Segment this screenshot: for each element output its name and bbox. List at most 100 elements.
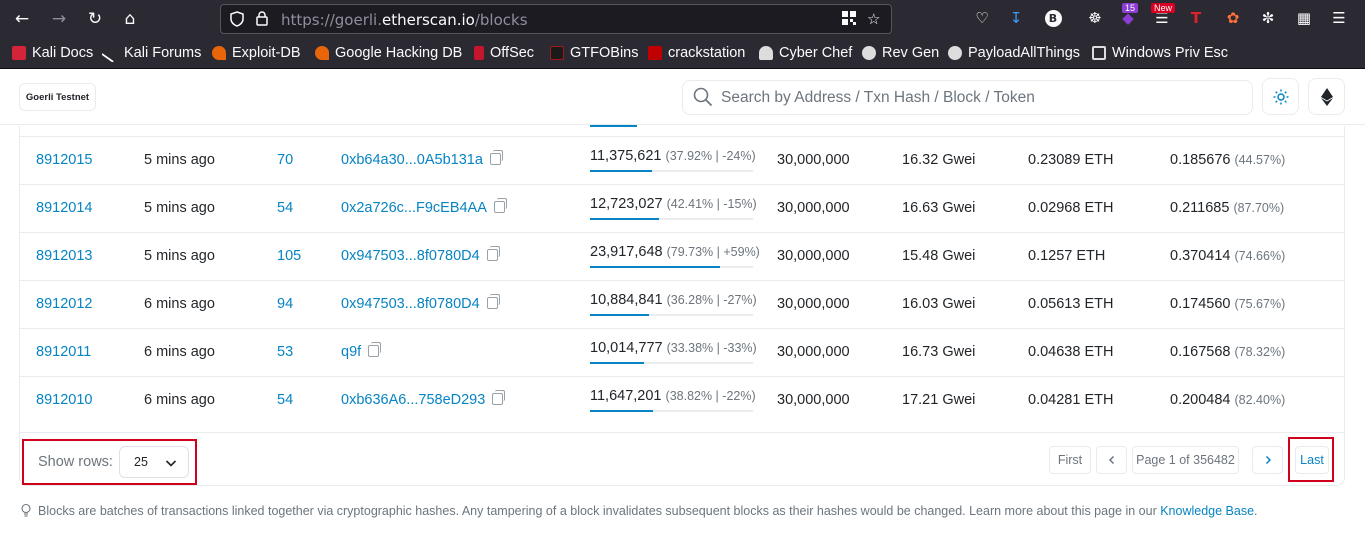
base-fee: 17.21 Gwei bbox=[902, 392, 976, 408]
extension-new-icon[interactable]: ☰ bbox=[1155, 9, 1169, 27]
base-fee: 16.73 Gwei bbox=[902, 344, 976, 360]
home-icon[interactable]: ⌂ bbox=[124, 9, 136, 29]
block-age: 5 mins ago bbox=[144, 248, 215, 264]
extension-purple-icon[interactable]: ◆ bbox=[1122, 9, 1134, 27]
fee-recipient-link[interactable]: 0x947503...8f0780D4 bbox=[341, 248, 480, 264]
block-age: 6 mins ago bbox=[144, 296, 215, 312]
block-number-link[interactable]: 8912012 bbox=[36, 296, 93, 312]
copy-icon[interactable] bbox=[486, 246, 500, 261]
rows-per-page-select[interactable]: 25 bbox=[119, 446, 189, 478]
ethereum-network-button[interactable] bbox=[1308, 78, 1345, 115]
qr-code-icon[interactable] bbox=[841, 10, 857, 26]
gas-used-percent: (36.28% | -27%) bbox=[666, 293, 757, 307]
reload-icon[interactable]: ↻ bbox=[87, 9, 103, 29]
extension-fox-icon[interactable]: ✿ bbox=[1226, 9, 1240, 27]
base-fee: 16.03 Gwei bbox=[902, 296, 976, 312]
block-reward: 0.04638 ETH bbox=[1028, 344, 1114, 360]
copy-icon[interactable] bbox=[489, 150, 503, 165]
search-input[interactable] bbox=[721, 88, 1241, 108]
burnt-fees-value: 0.200484 bbox=[1170, 392, 1231, 408]
burnt-fees-value: 0.174560 bbox=[1170, 296, 1231, 312]
gas-used: 10,884,841 (36.28% | -27%) bbox=[590, 292, 757, 308]
txn-count-link[interactable]: 54 bbox=[277, 392, 294, 408]
extension-t-icon[interactable]: T bbox=[1190, 9, 1202, 27]
fee-recipient-link[interactable]: 0xb636A6...758eD293 bbox=[341, 392, 486, 408]
txn-count-link[interactable]: 53 bbox=[277, 344, 294, 360]
fee-recipient-link[interactable]: 0xb64a30...0A5b131a bbox=[341, 152, 483, 168]
copy-icon[interactable] bbox=[368, 342, 382, 357]
gas-used-bar-fill bbox=[590, 362, 645, 364]
gas-used-percent: (79.73% | +59%) bbox=[666, 245, 760, 259]
bookmark-kali-docs[interactable]: Kali Docs bbox=[12, 44, 93, 62]
gas-bar-fragment bbox=[590, 125, 637, 127]
gas-used-bar bbox=[590, 314, 753, 316]
url-bar[interactable]: https://goerli.etherscan.io/blocks ☆ bbox=[220, 4, 892, 34]
burnt-fees-percent: (44.57%) bbox=[1234, 153, 1286, 167]
bookmark-cyber-chef[interactable]: Cyber Chef bbox=[759, 44, 852, 62]
table-row: 8912015 5 mins ago 70 0xb64a30...0A5b131a 11… bbox=[20, 136, 1344, 184]
gas-limit: 30,000,000 bbox=[777, 152, 850, 168]
pocket-icon[interactable]: ♡ bbox=[975, 9, 989, 27]
extension-badge-count: 15 bbox=[1122, 3, 1139, 13]
extension-ghost-icon[interactable]: ☸ bbox=[1088, 9, 1102, 27]
block-age: 6 mins ago bbox=[144, 392, 215, 408]
bookmark-rev-gen[interactable]: Rev Gen bbox=[862, 44, 939, 62]
block-number-link[interactable]: 8912011 bbox=[36, 344, 92, 360]
block-number-link[interactable]: 8912015 bbox=[36, 152, 93, 168]
first-page-button[interactable]: First bbox=[1049, 446, 1091, 474]
fee-recipient-link[interactable]: q9f bbox=[341, 344, 362, 360]
bookmark-gtfobins[interactable]: GTFOBins bbox=[550, 44, 638, 62]
profile-b-icon[interactable]: B bbox=[1043, 8, 1063, 28]
fee-recipient: 0x947503...8f0780D4 bbox=[341, 246, 500, 264]
bookmark-offsec[interactable]: OffSec bbox=[474, 44, 534, 62]
show-rows-control: Show rows: 25 bbox=[22, 439, 197, 485]
txn-count-link[interactable]: 70 bbox=[277, 152, 294, 168]
block-number-link[interactable]: 8912010 bbox=[36, 392, 93, 408]
burnt-fees: 0.174560 (75.67%) bbox=[1170, 296, 1285, 312]
txn-count-link[interactable]: 54 bbox=[277, 200, 294, 216]
bookmark-kali-forums[interactable]: Kali Forums bbox=[101, 43, 201, 63]
gas-used: 11,647,201 (38.82% | -22%) bbox=[590, 388, 756, 404]
block-age: 6 mins ago bbox=[144, 344, 215, 360]
forward-arrow-icon[interactable]: → bbox=[51, 9, 67, 29]
gas-limit: 30,000,000 bbox=[777, 344, 850, 360]
theme-toggle-button[interactable] bbox=[1262, 78, 1299, 115]
next-page-button[interactable] bbox=[1252, 446, 1283, 474]
back-arrow-icon[interactable]: ← bbox=[14, 9, 30, 29]
copy-icon[interactable] bbox=[486, 294, 500, 309]
block-number-link[interactable]: 8912014 bbox=[36, 200, 93, 216]
gas-used-value: 11,375,621 bbox=[590, 148, 662, 164]
bookmark-crackstation[interactable]: crackstation bbox=[648, 44, 745, 62]
blocks-footer-note: Blocks are batches of transactions linke… bbox=[19, 503, 1258, 518]
gas-used-bar-fill bbox=[590, 266, 720, 268]
bookmark-exploit-db[interactable]: Exploit-DB bbox=[212, 44, 301, 62]
fee-recipient-link[interactable]: 0x947503...8f0780D4 bbox=[341, 296, 480, 312]
bookmark-payloadallthings[interactable]: PayloadAllThings bbox=[948, 44, 1080, 62]
fee-recipient-link[interactable]: 0x2a726c...F9cEB4AA bbox=[341, 200, 487, 216]
last-page-button[interactable]: Last bbox=[1295, 446, 1329, 474]
txn-count-link[interactable]: 94 bbox=[277, 296, 294, 312]
base-fee: 15.48 Gwei bbox=[902, 248, 976, 264]
bookmark-star-icon[interactable]: ☆ bbox=[867, 10, 881, 28]
copy-icon[interactable] bbox=[492, 390, 506, 405]
network-selector-button[interactable]: Goerli Testnet bbox=[19, 83, 96, 111]
previous-page-button[interactable] bbox=[1096, 446, 1127, 474]
menu-hamburger-icon[interactable]: ☰ bbox=[1332, 9, 1346, 27]
block-number-link[interactable]: 8912013 bbox=[36, 248, 93, 264]
burnt-fees: 0.185676 (44.57%) bbox=[1170, 152, 1285, 168]
bookmark-windows-priv-esc[interactable]: Windows Priv Esc bbox=[1092, 44, 1228, 62]
knowledge-base-link[interactable]: Knowledge Base bbox=[1160, 504, 1255, 518]
copy-icon[interactable] bbox=[493, 198, 507, 213]
download-icon[interactable]: ↧ bbox=[1009, 9, 1023, 27]
chevron-right-icon bbox=[1265, 455, 1271, 465]
blocks-table-card: 8912015 5 mins ago 70 0xb64a30...0A5b131a 11… bbox=[19, 125, 1345, 486]
burnt-fees-value: 0.185676 bbox=[1170, 152, 1231, 168]
txn-count-link[interactable]: 105 bbox=[277, 248, 302, 264]
gas-used-percent: (33.38% | -33%) bbox=[666, 341, 757, 355]
extension-cookie-icon[interactable]: ✼ bbox=[1261, 9, 1275, 27]
extensions-grid-icon[interactable]: ▦ bbox=[1296, 9, 1312, 27]
table-row: 8912012 6 mins ago 94 0x947503...8f0780D4 10… bbox=[20, 280, 1344, 328]
url-text[interactable]: https://goerli.etherscan.io/blocks bbox=[281, 11, 528, 29]
table-row: 8912011 6 mins ago 53 q9f 10,014,777 (33.38%… bbox=[20, 328, 1344, 376]
bookmark-google-hacking-db[interactable]: Google Hacking DB bbox=[315, 44, 462, 62]
